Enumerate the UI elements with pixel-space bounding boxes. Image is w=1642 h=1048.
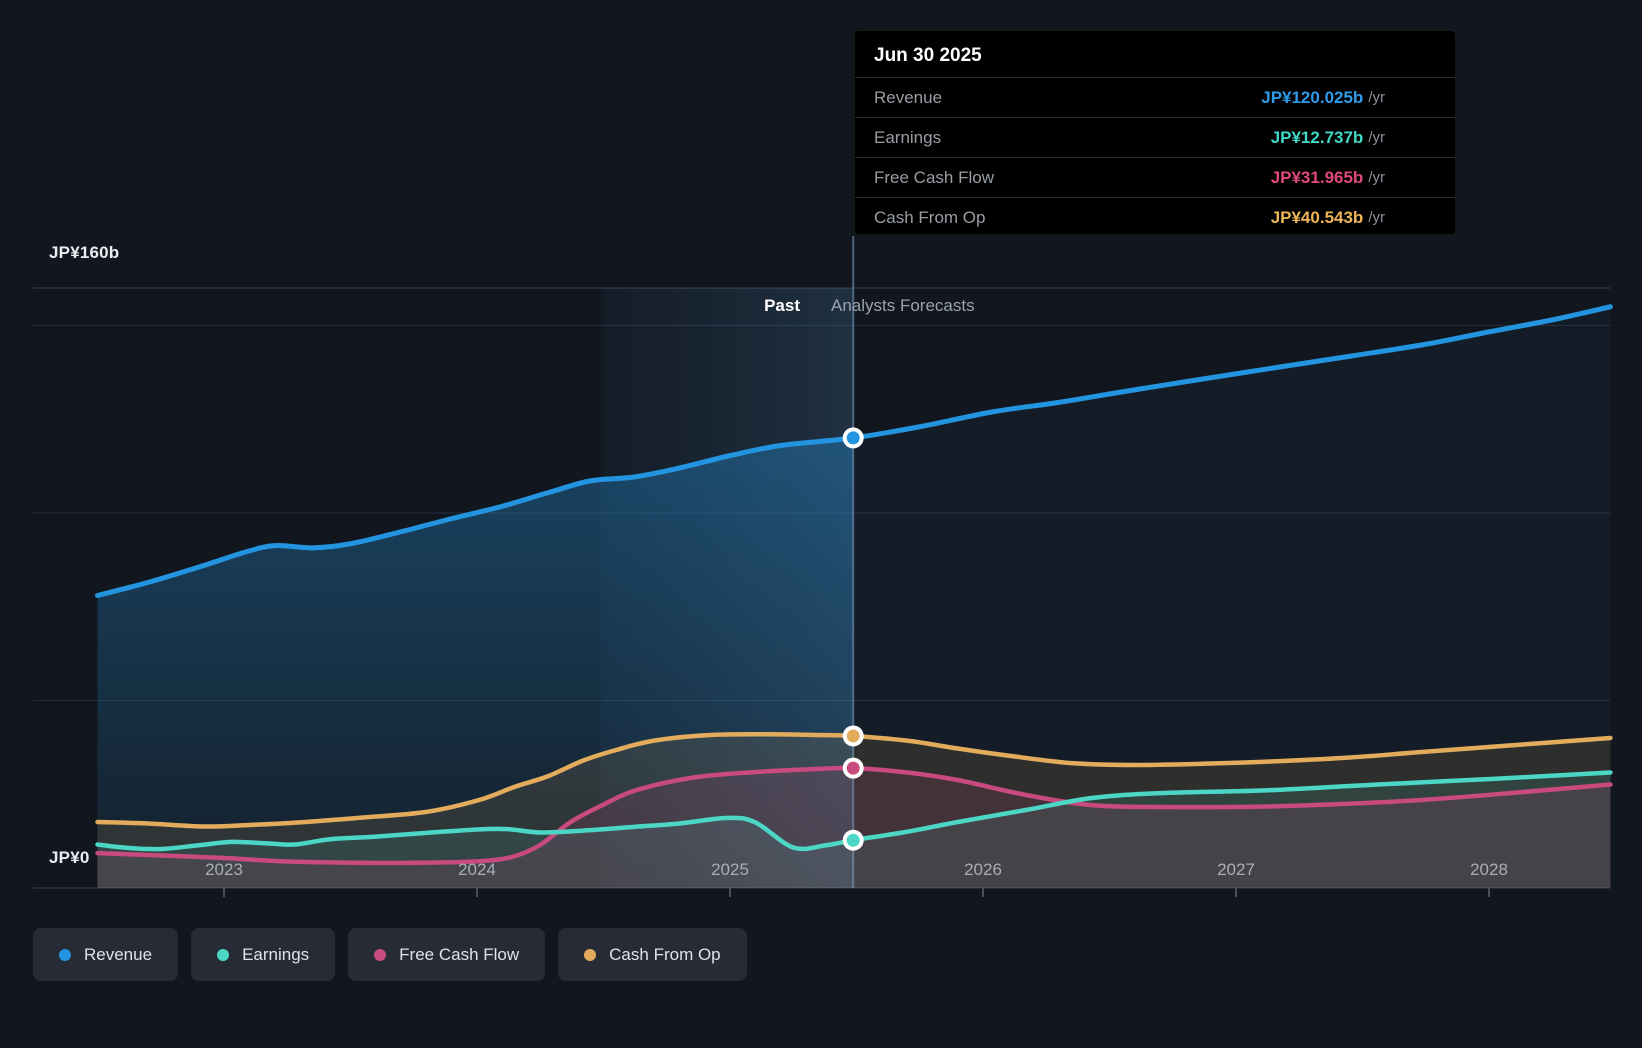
tooltip-row-label: Cash From Op: [874, 207, 986, 227]
legend-item-free-cash-flow[interactable]: Free Cash Flow: [348, 928, 546, 981]
tooltip-row-suffix: /yr: [1368, 129, 1385, 146]
tooltip-row-value: JP¥12.737b: [1270, 127, 1364, 147]
tooltip-row-label: Earnings: [874, 127, 942, 147]
legend-item-earnings[interactable]: Earnings: [191, 928, 336, 981]
year-label: 2028: [1470, 860, 1508, 879]
past-label: Past: [764, 296, 800, 315]
legend-item-label: Free Cash Flow: [399, 944, 520, 964]
legend-item-label: Earnings: [242, 944, 310, 964]
revenue-series-dot-icon: [59, 948, 71, 961]
tooltip-row-suffix: /yr: [1368, 89, 1385, 106]
year-label: 2026: [964, 860, 1002, 879]
y-axis-label-zero: JP¥0: [49, 848, 90, 867]
tooltip-row-cash-from-op: Cash From Op JP¥40.543b /yr: [855, 197, 1455, 237]
tooltip-row-suffix: /yr: [1368, 169, 1385, 186]
year-label: 2023: [205, 860, 243, 879]
tooltip-row-suffix: /yr: [1368, 209, 1385, 226]
tooltip-date: Jun 30 2025: [874, 45, 982, 66]
year-label: 2025: [711, 860, 749, 879]
year-label: 2024: [458, 860, 496, 879]
cash-from-op-series-dot-icon: [584, 948, 597, 961]
legend-item-cash-from-op[interactable]: Cash From Op: [558, 928, 747, 981]
legend-item-label: Cash From Op: [609, 944, 721, 964]
tooltip-row-label: Free Cash Flow: [874, 167, 994, 187]
tooltip-row-revenue: Revenue JP¥120.025b /yr: [855, 77, 1455, 117]
tooltip-row-free-cash-flow: Free Cash Flow JP¥31.965b /yr: [855, 157, 1455, 197]
tooltip-row-value: JP¥31.965b: [1270, 167, 1364, 187]
tooltip-row-label: Revenue: [874, 87, 943, 107]
earnings-series-dot-icon: [217, 948, 230, 961]
legend-item-revenue[interactable]: Revenue: [33, 928, 179, 981]
legend-item-label: Revenue: [84, 944, 153, 964]
tooltip-row-value: JP¥120.025b: [1261, 87, 1364, 107]
free-cash-flow-series-dot-icon: [374, 948, 387, 961]
year-label: 2027: [1217, 860, 1255, 879]
tooltip-row-value: JP¥40.543b: [1270, 207, 1364, 227]
hover-tooltip: Jun 30 2025 Revenue JP¥120.025b /yr Earn…: [854, 30, 1456, 235]
tooltip-row-earnings: Earnings JP¥12.737b /yr: [855, 117, 1455, 157]
analysts-forecasts-label: Analysts Forecasts: [831, 296, 975, 315]
y-axis-label-top: JP¥160b: [49, 243, 120, 262]
legend: Revenue Earnings Free Cash Flow Cash Fro…: [33, 928, 747, 981]
